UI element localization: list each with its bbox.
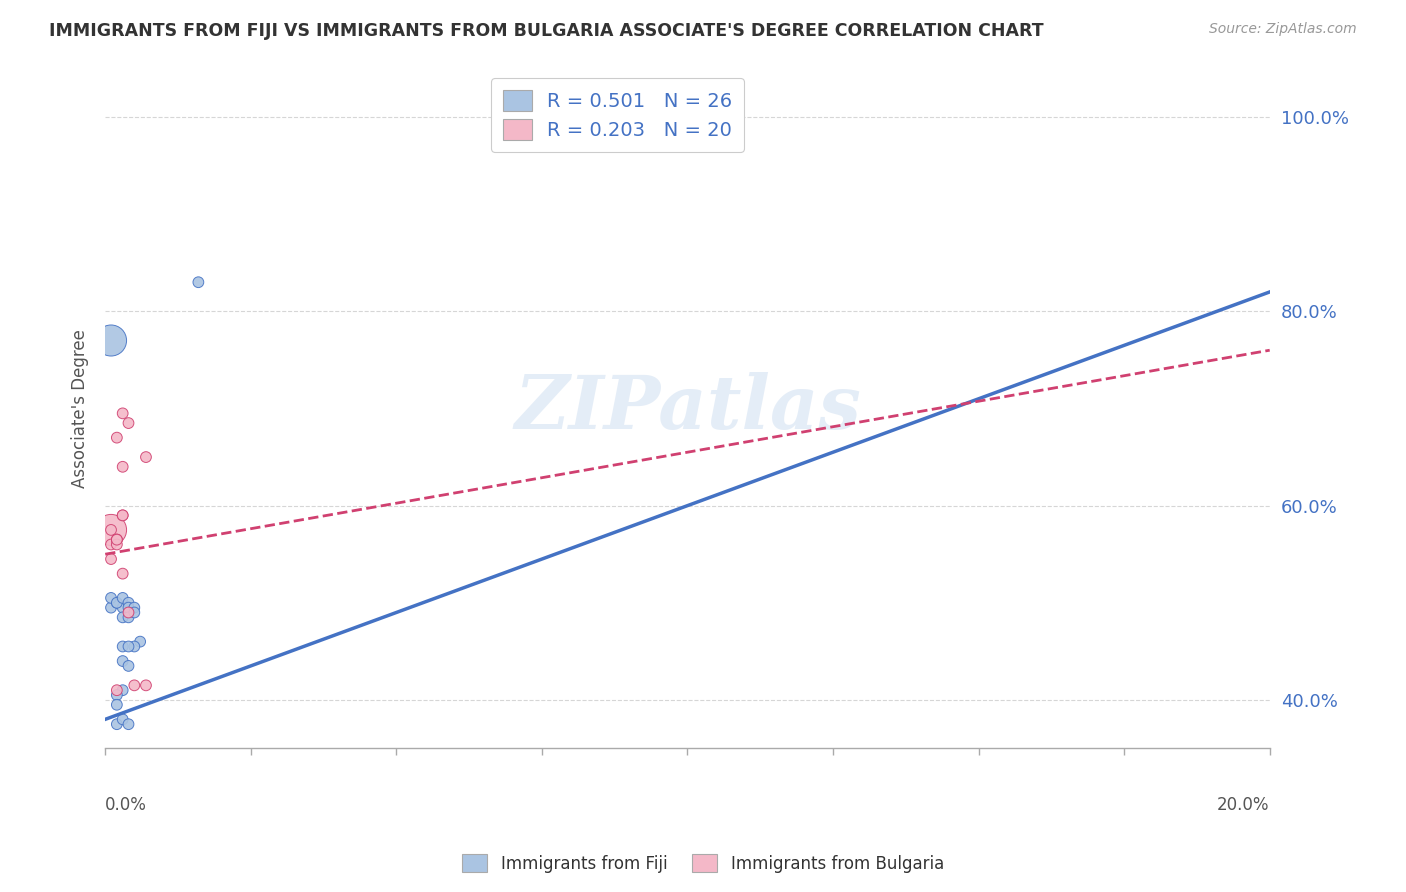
Point (124, 600, 146, 615)
Point (135, 450, 157, 464)
Point (105, 683, 128, 698)
Point (117, 606, 139, 620)
Point (117, 596, 139, 610)
Point (105, 533, 128, 547)
Point (124, 606, 146, 620)
Point (117, 640, 139, 654)
Text: Source: ZipAtlas.com: Source: ZipAtlas.com (1209, 22, 1357, 37)
Point (105, 717, 128, 731)
Point (117, 600, 139, 615)
Point (100, 523, 122, 537)
Point (135, 678, 157, 692)
Point (117, 717, 139, 731)
Point (100, 523, 122, 537)
Y-axis label: Associate's Degree: Associate's Degree (72, 329, 89, 488)
Point (111, 712, 134, 726)
Point (105, 431, 128, 445)
Point (117, 610, 139, 624)
Point (105, 688, 128, 702)
Point (111, 640, 134, 654)
Point (111, 683, 134, 698)
Point (105, 596, 128, 610)
Point (111, 566, 134, 581)
Point (111, 406, 134, 420)
Point (111, 591, 134, 605)
Point (117, 659, 139, 673)
Point (124, 640, 146, 654)
Point (117, 416, 139, 430)
Point (105, 537, 128, 551)
Point (105, 596, 128, 610)
Legend: Immigrants from Fiji, Immigrants from Bulgaria: Immigrants from Fiji, Immigrants from Bu… (456, 847, 950, 880)
Point (124, 678, 146, 692)
Point (100, 537, 122, 551)
Point (111, 600, 134, 615)
Point (111, 610, 134, 624)
Point (100, 591, 122, 605)
Text: IMMIGRANTS FROM FIJI VS IMMIGRANTS FROM BULGARIA ASSOCIATE'S DEGREE CORRELATION : IMMIGRANTS FROM FIJI VS IMMIGRANTS FROM … (49, 22, 1043, 40)
Point (105, 533, 128, 547)
Point (111, 508, 134, 523)
Point (187, 275, 209, 289)
Text: 20.0%: 20.0% (1218, 796, 1270, 814)
Legend: R = 0.501   N = 26, R = 0.203   N = 20: R = 0.501 N = 26, R = 0.203 N = 20 (491, 78, 744, 152)
Point (105, 533, 128, 547)
Point (100, 552, 122, 566)
Point (111, 508, 134, 523)
Point (129, 634, 152, 648)
Point (105, 698, 128, 712)
Point (111, 654, 134, 668)
Text: 0.0%: 0.0% (105, 796, 148, 814)
Point (111, 459, 134, 474)
Point (100, 600, 122, 615)
Point (100, 334, 122, 348)
Text: ZIPatlas: ZIPatlas (515, 372, 860, 445)
